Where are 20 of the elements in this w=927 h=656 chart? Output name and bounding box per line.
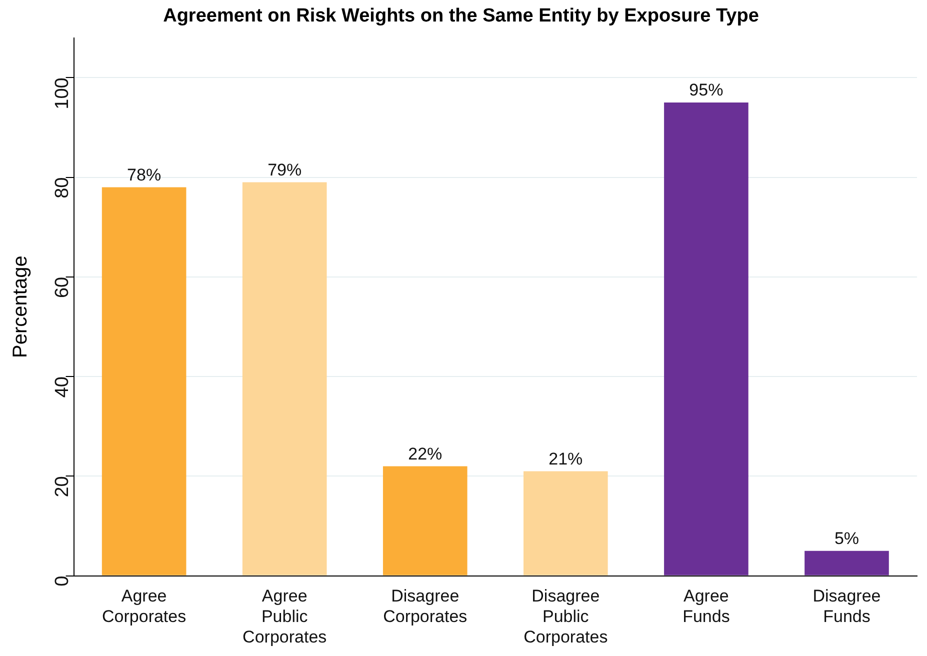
x-tick-label: Agree Public Corporates: [242, 586, 327, 646]
y-tick-label: 100: [52, 78, 74, 110]
y-tick-label: 0: [52, 576, 74, 586]
x-tick-label: Disagree Funds: [812, 586, 881, 626]
y-tick-label: 40: [52, 376, 74, 398]
y-tick-label: 60: [52, 276, 74, 298]
y-axis-title: Percentage: [10, 256, 32, 358]
chart-title: Agreement on Risk Weights on the Same Entity by Exposure Type: [163, 6, 759, 27]
y-tick-label: 80: [52, 177, 74, 198]
data-label: 21%: [548, 449, 583, 468]
data-label: 95%: [689, 80, 724, 100]
x-tick-label: Agree Corporates: [102, 586, 186, 626]
data-label: 78%: [127, 165, 162, 184]
y-tick-label: 20: [52, 476, 74, 498]
x-tick-label: Agree Funds: [682, 586, 730, 626]
x-tick-label: Disagree Corporates: [383, 586, 468, 626]
data-label: 79%: [268, 160, 302, 180]
x-tick-label: Disagree Public Corporates: [524, 586, 608, 646]
data-label: 5%: [834, 529, 860, 548]
data-label: 22%: [408, 444, 442, 464]
